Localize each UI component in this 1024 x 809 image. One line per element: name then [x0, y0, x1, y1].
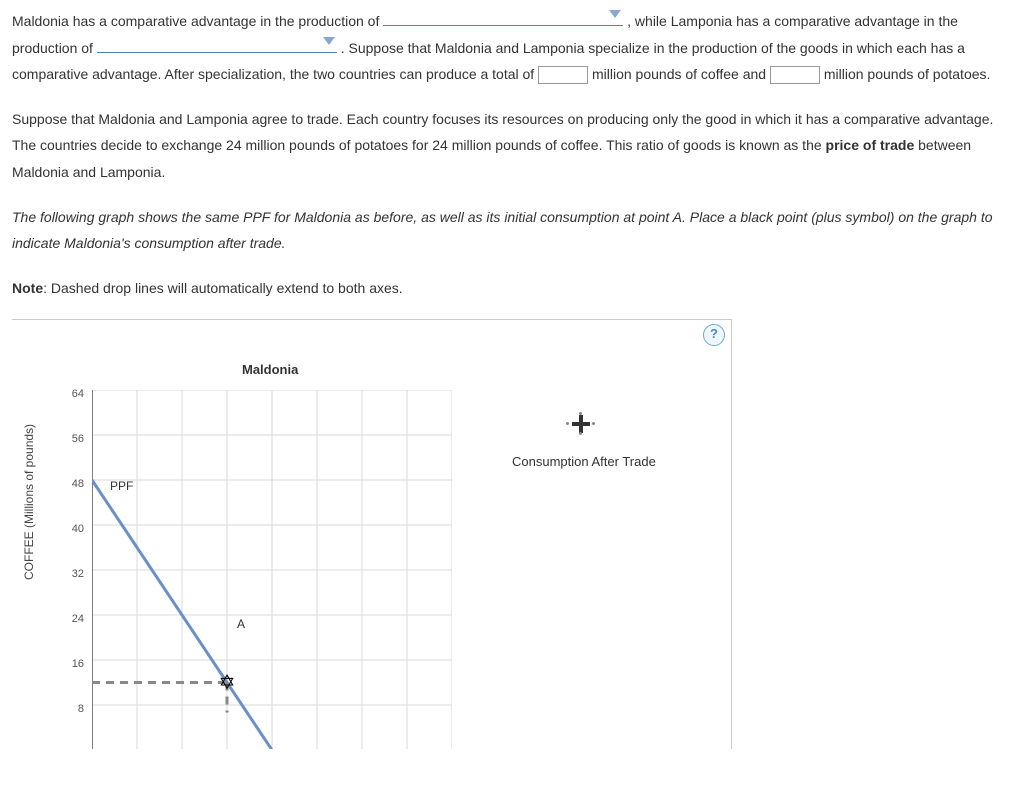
y-tick-label: 16 — [60, 654, 84, 675]
paragraph-comparative-advantage: Maldonia has a comparative advantage in … — [12, 8, 1012, 88]
paragraph-instruction: The following graph shows the same PPF f… — [12, 204, 1012, 257]
dropdown-maldonia-good[interactable] — [383, 8, 623, 26]
chevron-down-icon — [609, 10, 621, 18]
chart-title: Maldonia — [242, 358, 298, 383]
y-tick-label: 24 — [60, 609, 84, 630]
chevron-down-icon — [323, 37, 335, 45]
y-tick-label: 32 — [60, 564, 84, 585]
y-tick-label: 8 — [60, 699, 84, 720]
note-text: : Dashed drop lines will automatically e… — [43, 280, 403, 296]
input-coffee-total[interactable] — [538, 66, 588, 84]
chart-plot[interactable]: ✡ — [92, 390, 452, 749]
plus-icon — [572, 415, 590, 433]
y-tick-label: 48 — [60, 474, 84, 495]
text: million pounds of coffee and — [592, 66, 770, 82]
help-icon[interactable]: ? — [703, 324, 725, 346]
legend-label: Consumption After Trade — [512, 450, 656, 475]
input-potatoes-total[interactable] — [770, 66, 820, 84]
text: million pounds of potatoes. — [824, 66, 991, 82]
text-bold: price of trade — [826, 137, 915, 153]
dropdown-lamponia-good[interactable] — [97, 35, 337, 53]
y-tick-label: 64 — [60, 384, 84, 405]
note: Note: Dashed drop lines will automatical… — [12, 275, 1012, 302]
text: Maldonia has a comparative advantage in … — [12, 13, 383, 29]
legend-marker[interactable] — [572, 415, 590, 433]
y-axis-label: COFFEE (Millions of pounds) — [18, 424, 41, 580]
note-label: Note — [12, 280, 43, 296]
graph-panel: ? Maldonia COFFEE (Millions of pounds) 6… — [12, 319, 732, 749]
svg-text:✡: ✡ — [219, 672, 236, 694]
y-tick-label: 40 — [60, 519, 84, 540]
y-tick-label: 56 — [60, 429, 84, 450]
paragraph-trade: Suppose that Maldonia and Lamponia agree… — [12, 106, 1012, 186]
